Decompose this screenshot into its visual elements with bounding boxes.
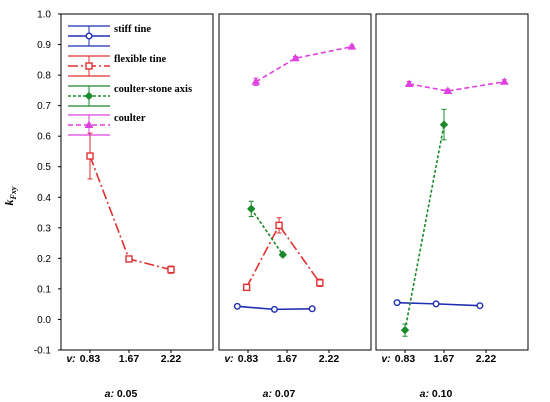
data-point-marker [275, 221, 283, 230]
data-point-marker [476, 302, 484, 310]
y-tick-label: 0.7 [37, 101, 51, 112]
data-point-marker [400, 325, 410, 335]
data-point-marker [278, 250, 288, 259]
y-tick-label: 0.1 [37, 284, 51, 295]
legend-item-flexible-tine: flexible tine [68, 54, 167, 77]
series-flexible-tine [242, 217, 324, 292]
data-point-marker [84, 91, 94, 101]
legend-item-stiff-tine: stiff tine [68, 24, 151, 47]
legend-label: coulter [114, 113, 146, 124]
y-tick-label: 0.3 [37, 223, 51, 234]
data-point-marker [270, 305, 278, 313]
panel-a-label: a: 0.05 [105, 388, 138, 400]
y-tick-label: 0.0 [37, 315, 51, 326]
series-coulter [251, 42, 357, 86]
panel-a-prefix: a: [420, 388, 429, 400]
y-tick-label: 0.5 [37, 162, 51, 173]
data-point-marker [316, 279, 324, 287]
data-point-marker [167, 265, 175, 274]
panel-a-value: 0.05 [114, 388, 138, 400]
panel-1: v: 0.83 1.67 2.22 a: 0.05 [60, 13, 214, 400]
x-tick-label: 0.83 [238, 353, 259, 365]
y-tick-label: 0.6 [37, 132, 51, 143]
panel-a-prefix: a: [105, 388, 114, 400]
y-tick-label: 0.8 [37, 71, 51, 82]
x-axis-prefix: v: [66, 353, 75, 365]
data-point-marker [233, 302, 241, 310]
data-point-marker [404, 79, 414, 87]
data-point-marker [84, 120, 94, 128]
panel-a-prefix: a: [263, 388, 272, 400]
series-coulter-stone-axis [247, 200, 288, 259]
panel-frame [60, 13, 214, 351]
data-point-marker [347, 42, 357, 50]
panel-3: v: 0.83 1.67 2.22 a: 0.10 [375, 13, 529, 400]
data-point-marker [499, 77, 509, 85]
data-point-marker [308, 305, 316, 313]
panels: v: 0.83 1.67 2.22 a: 0.05 v: 0.83 1.67 2.22 a: 0.… [60, 13, 529, 400]
series-coulter-stone-axis [400, 108, 449, 337]
y-tick-label: 1.0 [37, 10, 51, 21]
x-tick-label: 2.22 [476, 353, 497, 365]
series-stiff-tine [233, 302, 316, 313]
data-point-marker [86, 152, 94, 160]
panel-frame [218, 13, 372, 351]
y-axis: -0.1 0.0 0.1 0.2 0.3 0.4 0.5 0.6 0.7 0.8 0.9 1.0 [34, 10, 61, 357]
y-tick-label: 0.4 [37, 193, 51, 204]
panel-2: v: 0.83 1.67 2.22 a: 0.07 [218, 13, 372, 400]
series-line [245, 223, 321, 288]
x-tick-label: 0.83 [80, 353, 101, 365]
panel-a-value: 0.07 [272, 388, 296, 400]
y-tick-label: -0.1 [34, 346, 52, 357]
y-axis-label-subscript: Fxy [9, 186, 18, 200]
x-tick-label: 1.67 [277, 353, 298, 365]
panel-a-value: 0.10 [429, 388, 453, 400]
panel-a-label: a: 0.10 [420, 388, 453, 400]
data-point-marker [251, 77, 261, 85]
series-stiff-tine [393, 299, 484, 310]
x-tick-label: 0.83 [395, 353, 416, 365]
x-tick-label: 1.67 [119, 353, 140, 365]
x-tick-label: 2.22 [161, 353, 182, 365]
panel-frame [375, 13, 529, 351]
data-point-marker [291, 53, 300, 62]
y-axis-label-main: k [2, 199, 16, 205]
data-point-marker [393, 299, 401, 307]
x-tick-label: 1.67 [434, 353, 455, 365]
legend-label: stiff tine [114, 24, 151, 35]
data-point-marker [125, 255, 133, 263]
series-flexible-tine [86, 132, 175, 274]
x-tick-label: 2.22 [319, 353, 340, 365]
data-point-marker [85, 32, 93, 40]
data-point-marker [85, 62, 93, 70]
data-point-marker [432, 300, 440, 308]
series-coulter [404, 77, 509, 94]
data-point-marker [247, 204, 256, 214]
series-line [250, 208, 284, 256]
x-axis-prefix: v: [224, 353, 233, 365]
legend-label: flexible tine [114, 54, 167, 65]
legend-item-coulter-stone-axis: coulter-stone axis [68, 84, 192, 107]
y-tick-label: 0.9 [37, 40, 51, 51]
series-line [255, 45, 353, 83]
data-point-marker [242, 283, 251, 292]
legend-label: coulter-stone axis [114, 84, 192, 95]
data-point-marker [439, 120, 449, 129]
x-axis-prefix: v: [381, 353, 390, 365]
data-point-marker [443, 86, 453, 94]
panel-a-label: a: 0.07 [263, 388, 296, 400]
y-axis-label: kFxy [2, 186, 18, 205]
legend-item-coulter: coulter [68, 113, 146, 136]
y-tick-label: 0.2 [37, 254, 51, 265]
legend: stiff tine flexible tine coulter-stone axi… [68, 24, 192, 136]
